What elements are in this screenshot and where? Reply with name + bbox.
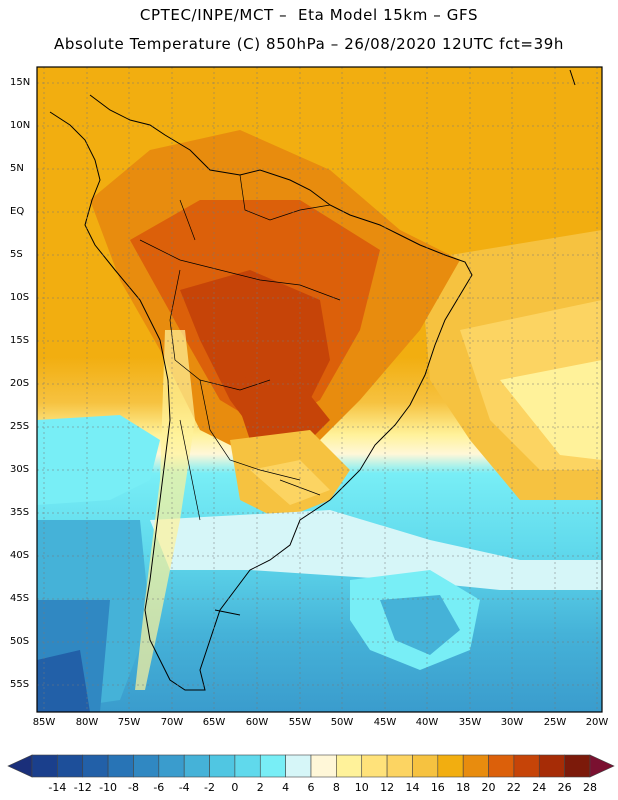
colorbar-swatch — [285, 754, 312, 778]
colorbar-swatch — [386, 754, 413, 778]
colorbar-tick-label: -10 — [99, 781, 118, 794]
colorbar-swatch — [462, 754, 489, 778]
lat-label: 30S — [10, 464, 30, 475]
colorbar-tick-label: -4 — [178, 781, 190, 794]
lon-label: 70W — [160, 717, 184, 728]
colorbar-tick-label: 10 — [354, 781, 369, 794]
lon-label: 40W — [415, 717, 439, 728]
colorbar-tick-label: 24 — [532, 781, 547, 794]
colorbar-under-arrow — [7, 754, 33, 778]
lat-label: 35S — [10, 507, 30, 518]
colorbar-tick-label: 6 — [307, 781, 315, 794]
lat-label: 5S — [10, 249, 23, 260]
colorbar-swatch — [488, 754, 515, 778]
lat-label: 5N — [10, 163, 24, 174]
colorbar-swatch — [412, 754, 439, 778]
colorbar-tick-label: 22 — [506, 781, 521, 794]
lat-label: 25S — [10, 421, 30, 432]
colorbar-swatch — [31, 754, 58, 778]
lon-label: 65W — [202, 717, 226, 728]
lat-lon-grid — [37, 67, 602, 712]
lat-label: 50S — [10, 636, 30, 647]
lon-label: 20W — [585, 717, 609, 728]
colorbar-swatch — [564, 754, 591, 778]
country-borders — [139, 174, 341, 521]
colorbar-swatch — [57, 754, 84, 778]
lon-label: 80W — [75, 717, 99, 728]
lat-label: 45S — [10, 593, 30, 604]
colorbar-tick-label: 28 — [583, 781, 597, 794]
colorbar-swatch — [82, 754, 109, 778]
lat-label: 10S — [10, 292, 30, 303]
colorbar-swatch — [259, 754, 286, 778]
colorbar — [7, 754, 615, 778]
lon-label: 45W — [373, 717, 397, 728]
colorbar-tick-label: 4 — [282, 781, 290, 794]
lat-label: 10N — [10, 120, 31, 131]
colorbar-swatch — [538, 754, 565, 778]
lon-label: 55W — [288, 717, 312, 728]
lat-label: 15S — [10, 335, 30, 346]
temperature-field — [37, 67, 602, 712]
lat-label: 15N — [10, 77, 31, 88]
colorbar-tick-label: -12 — [73, 781, 92, 794]
colorbar-swatch — [361, 754, 388, 778]
lon-label: 35W — [458, 717, 482, 728]
colorbar-tick-label: 26 — [557, 781, 572, 794]
lat-label: EQ — [10, 206, 25, 217]
colorbar-tick-label: 16 — [430, 781, 445, 794]
colorbar-swatch — [209, 754, 236, 778]
map-title-line1: CPTEC/INPE/MCT – Eta Model 15km – GFS — [139, 6, 479, 24]
colorbar-swatch — [234, 754, 261, 778]
map-frame — [36, 66, 603, 713]
map-title-line2: Absolute Temperature (C) 850hPa – 26/08/… — [54, 35, 564, 53]
colorbar-tick-label: -14 — [48, 781, 67, 794]
colorbar-tick-label: 18 — [456, 781, 471, 794]
lon-label: 60W — [245, 717, 269, 728]
lon-label: 75W — [117, 717, 141, 728]
colorbar-swatch — [437, 754, 464, 778]
colorbar-swatch — [310, 754, 337, 778]
colorbar-swatch — [133, 754, 160, 778]
lon-label: 30W — [500, 717, 524, 728]
colorbar-swatch — [336, 754, 363, 778]
lon-label: 85W — [32, 717, 56, 728]
colorbar-tick-label: 0 — [231, 781, 239, 794]
colorbar-tick-label: -2 — [204, 781, 216, 794]
colorbar-tick-label: 14 — [405, 781, 420, 794]
lon-label: 25W — [543, 717, 567, 728]
colorbar-tick-label: 12 — [380, 781, 395, 794]
colorbar-tick-label: 8 — [332, 781, 340, 794]
colorbar-tick-label: -6 — [153, 781, 165, 794]
colorbar-swatch — [183, 754, 210, 778]
colorbar-tick-label: 2 — [256, 781, 264, 794]
lat-label: 20S — [10, 378, 30, 389]
colorbar-swatch — [107, 754, 134, 778]
colorbar-tick-label: 20 — [481, 781, 496, 794]
colorbar-swatch — [513, 754, 540, 778]
colorbar-tick-label: -8 — [127, 781, 139, 794]
lat-label: 40S — [10, 550, 30, 561]
colorbar-over-arrow — [589, 754, 615, 778]
lat-label: 55S — [10, 679, 30, 690]
colorbar-swatch — [158, 754, 185, 778]
lon-label: 50W — [330, 717, 354, 728]
coastline — [49, 69, 576, 691]
